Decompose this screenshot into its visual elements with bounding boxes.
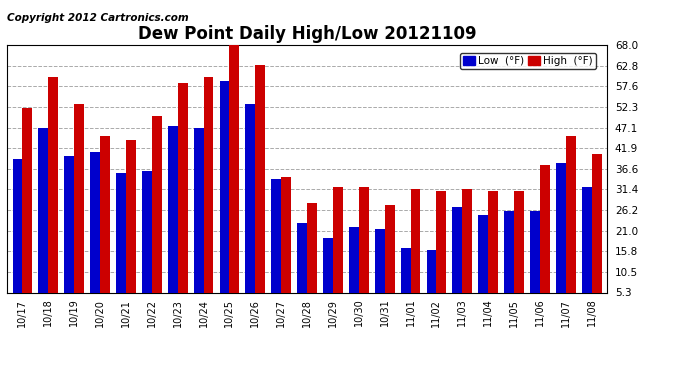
- Bar: [582, 187, 591, 314]
- Bar: [307, 203, 317, 314]
- Bar: [75, 104, 84, 314]
- Bar: [462, 189, 472, 314]
- Bar: [556, 164, 566, 314]
- Bar: [375, 228, 385, 314]
- Text: Copyright 2012 Cartronics.com: Copyright 2012 Cartronics.com: [7, 13, 188, 23]
- Bar: [12, 159, 22, 314]
- Bar: [152, 116, 161, 314]
- Bar: [566, 136, 575, 314]
- Bar: [271, 179, 282, 314]
- Bar: [100, 136, 110, 314]
- Bar: [126, 140, 136, 314]
- Bar: [504, 211, 514, 314]
- Bar: [333, 187, 343, 314]
- Bar: [22, 108, 32, 314]
- Bar: [478, 215, 488, 314]
- Bar: [204, 76, 213, 314]
- Title: Dew Point Daily High/Low 20121109: Dew Point Daily High/Low 20121109: [138, 26, 476, 44]
- Bar: [142, 171, 152, 314]
- Bar: [178, 82, 188, 314]
- Bar: [489, 191, 498, 314]
- Bar: [255, 65, 265, 314]
- Bar: [39, 128, 48, 314]
- Bar: [64, 156, 75, 314]
- Bar: [453, 207, 462, 314]
- Bar: [426, 250, 437, 314]
- Bar: [411, 189, 420, 314]
- Bar: [591, 153, 602, 314]
- Bar: [297, 223, 307, 314]
- Bar: [401, 248, 411, 314]
- Bar: [219, 81, 229, 314]
- Bar: [323, 238, 333, 314]
- Bar: [530, 211, 540, 314]
- Bar: [282, 177, 291, 314]
- Bar: [116, 173, 126, 314]
- Bar: [359, 187, 368, 314]
- Legend: Low  (°F), High  (°F): Low (°F), High (°F): [460, 53, 596, 69]
- Bar: [168, 126, 177, 314]
- Bar: [349, 226, 359, 314]
- Bar: [246, 104, 255, 314]
- Bar: [514, 191, 524, 314]
- Bar: [48, 76, 58, 314]
- Bar: [194, 128, 204, 314]
- Bar: [540, 165, 550, 314]
- Bar: [385, 205, 395, 314]
- Bar: [229, 45, 239, 314]
- Bar: [437, 191, 446, 314]
- Bar: [90, 152, 100, 314]
